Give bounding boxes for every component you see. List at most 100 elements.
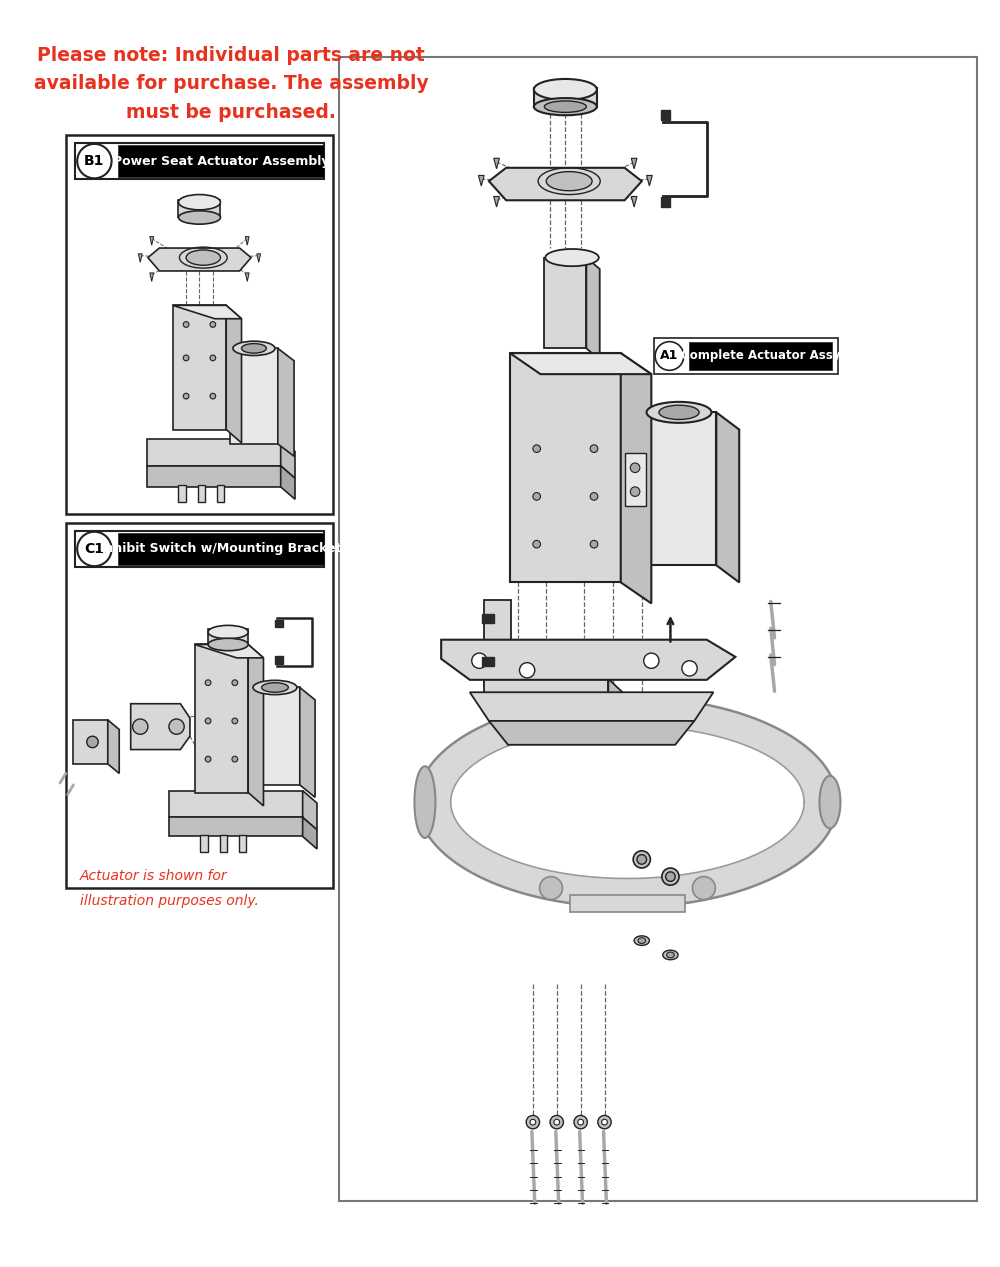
Text: Actuator is shown for: Actuator is shown for	[80, 869, 228, 883]
Circle shape	[205, 718, 211, 723]
Bar	[642, 412, 716, 565]
Bar	[75, 531, 324, 568]
Bar	[178, 485, 186, 502]
Polygon shape	[281, 440, 295, 478]
Bar	[169, 791, 303, 817]
Polygon shape	[441, 640, 735, 680]
Circle shape	[666, 872, 675, 882]
Ellipse shape	[546, 171, 592, 191]
Ellipse shape	[659, 405, 699, 419]
Circle shape	[682, 660, 697, 677]
Circle shape	[578, 1119, 584, 1125]
Polygon shape	[621, 353, 651, 603]
Text: A1: A1	[660, 350, 679, 362]
Ellipse shape	[178, 195, 220, 210]
Circle shape	[210, 355, 216, 361]
Circle shape	[574, 1115, 587, 1129]
Bar	[544, 257, 586, 348]
Polygon shape	[417, 697, 838, 907]
Ellipse shape	[208, 626, 248, 639]
Circle shape	[232, 680, 238, 685]
Circle shape	[590, 540, 598, 549]
Polygon shape	[150, 237, 154, 246]
Text: available for purchase. The assembly: available for purchase. The assembly	[34, 75, 428, 94]
Polygon shape	[661, 198, 670, 207]
Polygon shape	[586, 257, 600, 360]
Polygon shape	[108, 720, 119, 773]
Circle shape	[554, 1119, 560, 1125]
Circle shape	[692, 877, 715, 900]
Ellipse shape	[186, 250, 220, 265]
Bar	[178, 200, 220, 218]
Polygon shape	[510, 353, 651, 374]
Ellipse shape	[414, 767, 435, 837]
Polygon shape	[150, 272, 154, 281]
Circle shape	[590, 493, 598, 500]
Circle shape	[232, 756, 238, 761]
Bar	[118, 144, 324, 177]
Circle shape	[540, 877, 562, 900]
Ellipse shape	[253, 680, 297, 694]
Ellipse shape	[262, 683, 288, 692]
Polygon shape	[470, 692, 713, 721]
Bar	[484, 679, 608, 699]
Ellipse shape	[534, 79, 597, 100]
Text: Power Seat Actuator Assembly: Power Seat Actuator Assembly	[113, 155, 329, 167]
Bar	[73, 720, 108, 764]
Bar	[173, 305, 226, 430]
Text: Inhibit Switch w/Mounting Bracket: Inhibit Switch w/Mounting Bracket	[100, 542, 342, 555]
Bar	[195, 645, 248, 793]
Polygon shape	[138, 253, 142, 262]
Bar	[75, 143, 324, 179]
Circle shape	[630, 487, 640, 497]
Circle shape	[533, 493, 541, 500]
Bar	[534, 87, 597, 106]
Circle shape	[598, 1115, 611, 1129]
Ellipse shape	[534, 98, 597, 115]
Ellipse shape	[667, 952, 674, 958]
Circle shape	[633, 851, 650, 868]
Bar	[169, 817, 303, 836]
Ellipse shape	[647, 402, 712, 423]
Bar	[147, 440, 281, 466]
Circle shape	[533, 540, 541, 549]
Circle shape	[472, 653, 487, 669]
Text: Please note: Individual parts are not: Please note: Individual parts are not	[37, 46, 425, 65]
Polygon shape	[478, 175, 484, 186]
Bar	[484, 599, 511, 685]
Ellipse shape	[242, 343, 266, 353]
Polygon shape	[300, 688, 315, 797]
Circle shape	[210, 393, 216, 399]
Circle shape	[519, 663, 535, 678]
Bar	[339, 57, 977, 1201]
Bar	[66, 523, 333, 888]
Ellipse shape	[178, 210, 220, 224]
Polygon shape	[275, 620, 283, 627]
Bar	[250, 688, 300, 786]
Polygon shape	[494, 158, 499, 169]
Ellipse shape	[545, 250, 599, 266]
Polygon shape	[281, 466, 295, 499]
Polygon shape	[131, 703, 190, 750]
Polygon shape	[278, 348, 294, 456]
Bar	[230, 348, 278, 443]
Circle shape	[77, 532, 112, 566]
Ellipse shape	[208, 639, 248, 651]
Circle shape	[133, 718, 148, 735]
Text: illustration purposes only.: illustration purposes only.	[80, 893, 259, 908]
Polygon shape	[275, 656, 283, 664]
Circle shape	[77, 144, 112, 179]
Bar	[208, 630, 248, 645]
Polygon shape	[173, 305, 242, 319]
Circle shape	[183, 355, 189, 361]
Circle shape	[210, 322, 216, 327]
Ellipse shape	[819, 775, 840, 829]
Polygon shape	[148, 248, 251, 271]
Text: C1: C1	[84, 542, 104, 556]
Polygon shape	[494, 196, 499, 207]
Bar	[66, 136, 333, 513]
Bar	[689, 342, 832, 370]
Polygon shape	[226, 305, 242, 443]
Bar	[200, 835, 208, 851]
Polygon shape	[647, 175, 652, 186]
